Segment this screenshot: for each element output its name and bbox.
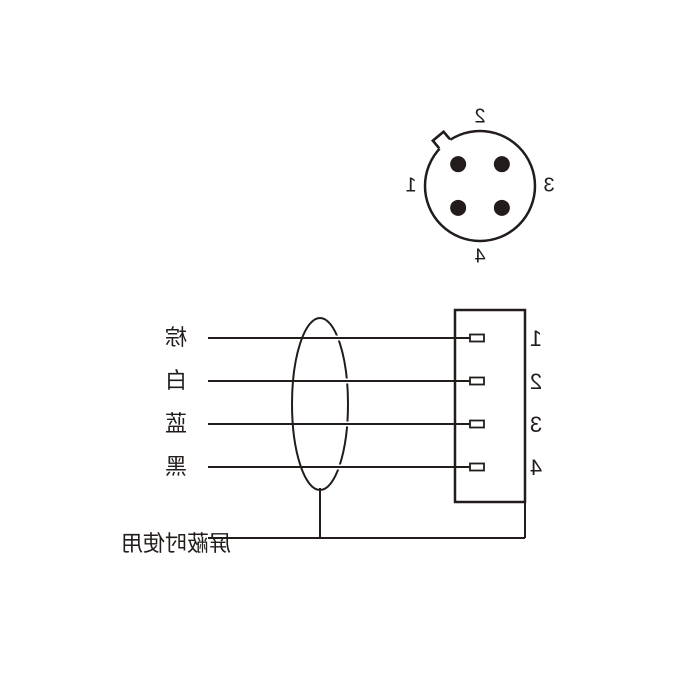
connector-label-top: 2 [474, 105, 485, 127]
terminal-pad [470, 335, 484, 342]
terminal-pad [470, 421, 484, 428]
connector-face: 2 3 4 1 [405, 105, 554, 267]
connector-pin [494, 156, 510, 172]
shield-ellipse-back [320, 318, 348, 490]
connector-pin [450, 156, 466, 172]
connector-pin [494, 200, 510, 216]
wire-color-label: 白 [165, 368, 187, 393]
shield-label: 屏蔽时使用 [121, 531, 231, 556]
terminal-pin-label: 3 [530, 412, 542, 437]
terminal-pin-label: 4 [530, 455, 542, 480]
connector-label-left: 1 [405, 174, 416, 196]
wire-color-label: 蓝 [165, 411, 187, 436]
connector-pin [450, 200, 466, 216]
terminal-pad [470, 464, 484, 471]
connector-label-right: 3 [543, 174, 554, 196]
connector-label-bottom: 4 [474, 245, 485, 267]
terminal-pin-label: 1 [530, 326, 542, 351]
terminal-pin-label: 2 [530, 369, 542, 394]
shield-ellipse-front [292, 318, 320, 490]
wire-color-label: 棕 [165, 325, 187, 350]
wire-color-label: 黑 [165, 454, 187, 479]
terminal-pad [470, 378, 484, 385]
